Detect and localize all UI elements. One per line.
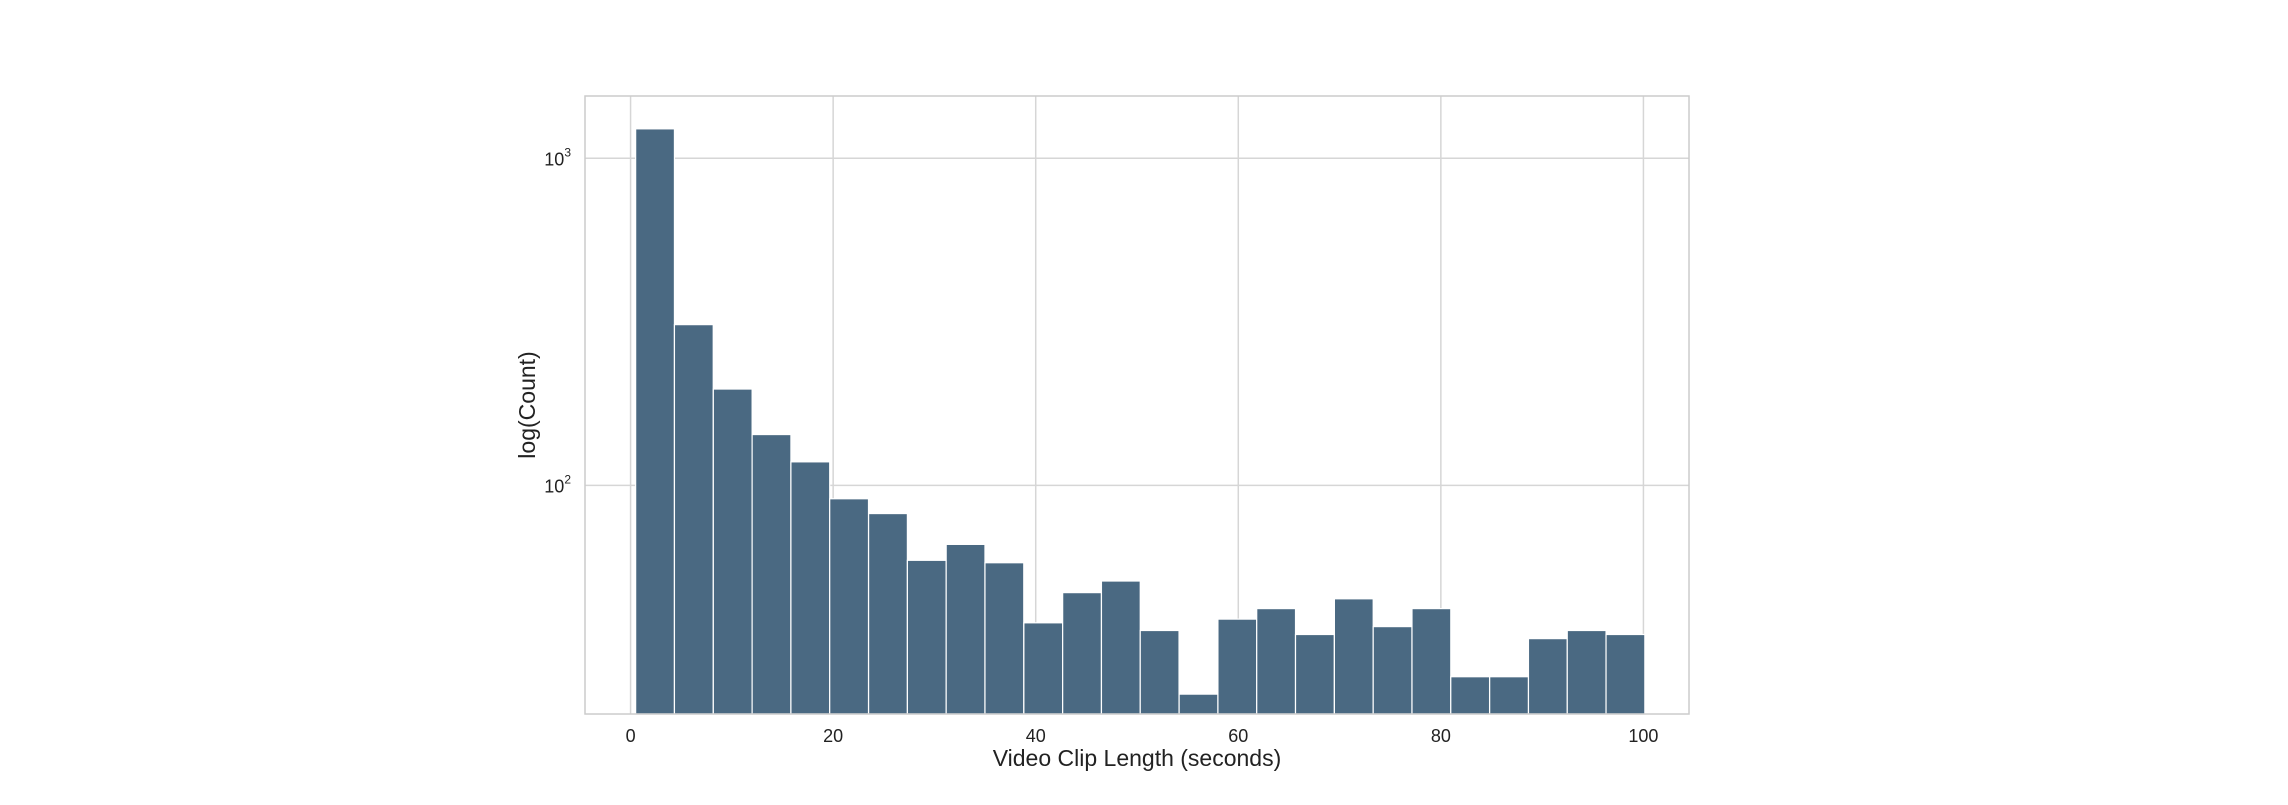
histogram-bar [712, 388, 753, 715]
histogram-bar [1566, 629, 1607, 715]
histogram-bar [1100, 580, 1141, 715]
histogram-bar [1333, 598, 1374, 715]
histogram-bar [829, 498, 870, 715]
x-tick-label: 60 [1228, 726, 1248, 746]
histogram-bar [1139, 629, 1180, 715]
y-tick-label-exponent: 2 [564, 472, 571, 486]
histogram-bar [790, 461, 831, 715]
histogram-bar [984, 562, 1025, 715]
y-tick-label-base: 10 [544, 476, 564, 496]
y-tick-label-exponent: 3 [564, 145, 571, 159]
x-tick-label: 0 [626, 726, 636, 746]
x-tick-label: 100 [1628, 726, 1658, 746]
histogram-bar [1294, 633, 1335, 715]
histogram-bar [1605, 633, 1646, 715]
y-axis-label: log(Count) [514, 351, 540, 458]
x-tick-label: 80 [1431, 726, 1451, 746]
x-tick-label: 20 [823, 726, 843, 746]
x-axis-label: Video Clip Length (seconds) [993, 745, 1282, 771]
x-tick-label: 40 [1026, 726, 1046, 746]
histogram-bar [635, 128, 676, 715]
histogram-bar [673, 324, 714, 715]
x-axis-ticks: 0 20 40 60 80 100 [626, 726, 1659, 746]
histogram-bar [1062, 592, 1103, 715]
histogram-bar [1178, 693, 1219, 715]
histogram-bar [867, 512, 908, 715]
histogram-bar [1527, 638, 1568, 715]
histogram-bars [635, 128, 1646, 715]
histogram-bar [1411, 608, 1452, 715]
histogram-bar [1489, 676, 1530, 715]
y-tick-label-base: 10 [544, 149, 564, 169]
histogram-bar [1023, 622, 1064, 715]
histogram-bar [1256, 608, 1297, 715]
histogram-bar [1217, 618, 1258, 715]
y-tick-label: 102 [544, 472, 571, 496]
histogram-bar [945, 543, 986, 715]
histogram-bar [1372, 626, 1413, 715]
histogram-bar [906, 559, 947, 715]
histogram-bar [751, 433, 792, 715]
plot-area-frame [584, 95, 1690, 715]
histogram-bar [1450, 676, 1491, 715]
y-tick-label: 103 [544, 145, 571, 169]
